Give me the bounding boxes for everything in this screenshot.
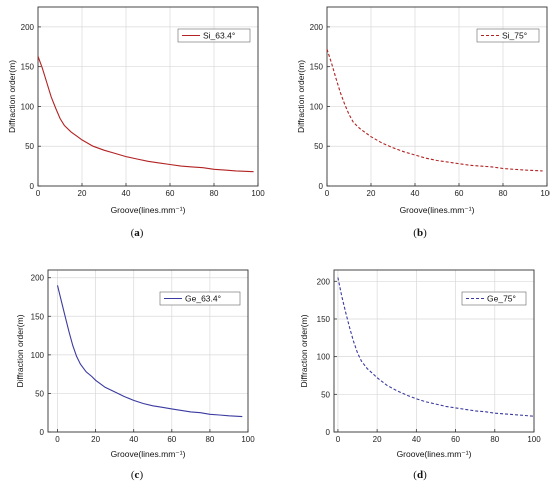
panel-a-y-tick-label: 50: [25, 142, 34, 151]
panel-b-x-tick-label: 80: [499, 189, 508, 198]
panel-c-y-tick-label: 100: [31, 351, 45, 360]
panel-a-x-tick-label: 20: [78, 189, 87, 198]
panel-a-y-tick-label: 200: [21, 23, 35, 32]
panel-a-y-tick-label: 0: [30, 182, 35, 191]
panel-c-caption: (c): [131, 469, 144, 481]
panel-c-plot-frame: [47, 269, 249, 433]
panel-d-x-tick-label: 80: [490, 435, 499, 444]
panel-c-legend-label: Ge_63.4°: [185, 294, 221, 304]
panel-b-legend-box: [476, 28, 540, 43]
panel-c-x-tick-label: 40: [129, 435, 138, 444]
panel-c-y-tick-label: 150: [31, 312, 45, 321]
panel-b-series-line: [326, 49, 543, 172]
panel-d-legend-box: [461, 291, 527, 306]
panel-c-series-line: [56, 285, 243, 418]
panel-d-x-tick-label: 60: [451, 435, 460, 444]
panel-b-x-tick-label: 100: [540, 189, 550, 198]
panel-a-x-tick-label: 40: [122, 189, 131, 198]
panel-d-legend-label: Ge_75°: [487, 294, 516, 304]
panel-a-plot-frame: [37, 6, 259, 187]
panel-a-x-tick-label: 100: [251, 189, 265, 198]
panel-b-x-axis-label: Groove(lines.mm⁻¹): [400, 205, 475, 215]
panel-a-series-line: [37, 56, 254, 173]
panel-b-y-tick-label: 150: [310, 63, 324, 72]
panel-c-y-tick-label: 50: [35, 389, 44, 398]
panel-a-x-tick-label: 0: [36, 189, 41, 198]
panel-c-legend-box: [159, 291, 241, 306]
panel-b-caption: (b): [413, 227, 427, 239]
panel-d-x-tick-label: 20: [373, 435, 382, 444]
panel-c-x-axis-label: Groove(lines.mm⁻¹): [111, 449, 186, 459]
panel-d-y-tick-label: 150: [317, 315, 331, 324]
panel-b-y-tick-label: 50: [314, 142, 323, 151]
panel-b-y-tick-label: 100: [310, 102, 324, 111]
panel-d-x-tick-label: 0: [336, 435, 341, 444]
panel-c-x-tick-label: 60: [167, 435, 176, 444]
panel-c-y-tick-label: 0: [40, 428, 45, 437]
panel-a-y-tick-label: 150: [21, 63, 35, 72]
panel-d-plot-frame: [333, 269, 535, 433]
panel-b-y-tick-label: 0: [319, 182, 324, 191]
panel-c-y-axis-label: Diffraction order(m): [15, 314, 25, 387]
panel-c-x-tick-label: 20: [91, 435, 100, 444]
panel-b-x-tick-label: 40: [411, 189, 420, 198]
panel-c-y-tick-label: 200: [31, 274, 45, 283]
panel-d-y-tick-label: 200: [317, 277, 331, 286]
panel-d-x-tick-label: 100: [527, 435, 541, 444]
panel-a-y-axis-label: Diffraction order(m): [7, 60, 17, 133]
panel-b-x-tick-label: 20: [367, 189, 376, 198]
panel-d-x-axis-label: Groove(lines.mm⁻¹): [397, 449, 472, 459]
panel-d-series-line: [337, 277, 535, 417]
panel-d-caption: (d): [413, 469, 427, 481]
panel-a-legend-box: [177, 28, 251, 43]
panel-c-x-tick-label: 0: [55, 435, 60, 444]
panel-a-x-tick-label: 60: [166, 189, 175, 198]
panel-b-y-axis-label: Diffraction order(m): [296, 60, 306, 133]
panel-a-legend-label: Si_63.4°: [203, 31, 235, 41]
panel-a-x-tick-label: 80: [210, 189, 219, 198]
panel-c-x-tick-label: 100: [241, 435, 255, 444]
panel-d-y-axis-label: Diffraction order(m): [299, 314, 309, 387]
panel-d-x-tick-label: 40: [412, 435, 421, 444]
panel-a-y-tick-label: 100: [21, 102, 35, 111]
panel-d-y-tick-label: 0: [326, 428, 331, 437]
panel-a-x-axis-label: Groove(lines.mm⁻¹): [111, 205, 186, 215]
panel-b-y-tick-label: 200: [310, 23, 324, 32]
panel-d-y-tick-label: 100: [317, 353, 331, 362]
panel-c-x-tick-label: 80: [205, 435, 214, 444]
panel-b-x-tick-label: 60: [455, 189, 464, 198]
panel-a-caption: (a): [131, 227, 144, 239]
panel-b-x-tick-label: 0: [325, 189, 330, 198]
panel-d-y-tick-label: 50: [321, 390, 330, 399]
panel-b-plot-frame: [326, 6, 548, 187]
panel-b-legend-label: Si_75°: [502, 31, 527, 41]
